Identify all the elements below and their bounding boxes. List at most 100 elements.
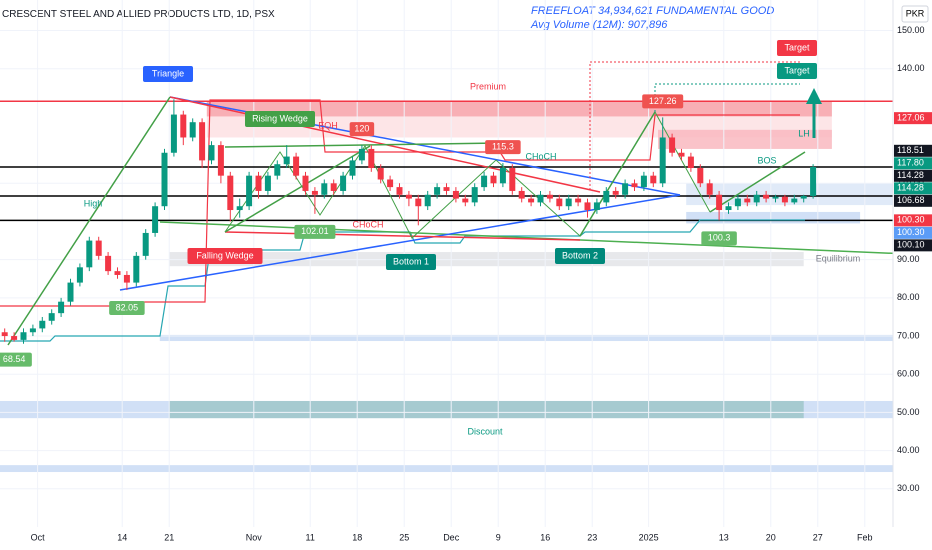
candle-body	[556, 198, 563, 207]
price-label: 100.10	[897, 240, 925, 250]
price-label: 117.80	[897, 158, 924, 168]
triangle-lower	[119, 194, 681, 291]
candle-body	[528, 198, 535, 203]
price-label-box	[894, 194, 932, 207]
axis-layer: 150.00140.00110.0090.0080.0070.0060.0050…	[31, 25, 932, 542]
pivot-label: 127.26	[649, 96, 677, 106]
candle-body	[744, 198, 751, 203]
annotation: Premium	[470, 81, 506, 91]
annotation: Equilibrium	[816, 253, 861, 263]
candle-body	[67, 282, 74, 302]
price-label: 114.28	[897, 183, 924, 193]
candle-body	[424, 194, 431, 207]
pivot-box	[485, 140, 521, 155]
x-tick-label: Dec	[443, 532, 460, 542]
x-tick-label: 2025	[639, 532, 659, 542]
green-trend-3	[224, 142, 501, 148]
candle-body	[11, 336, 18, 340]
candle-body	[377, 168, 384, 180]
pattern-box	[386, 254, 436, 270]
pivot-label: 82.05	[116, 302, 139, 312]
candle-body	[105, 255, 112, 272]
candle-body	[791, 198, 798, 203]
pattern-label: Target	[784, 42, 810, 52]
pattern-box	[555, 248, 605, 264]
pattern-label: Bottom 2	[562, 250, 598, 260]
x-tick-label: 14	[117, 532, 127, 542]
candle-body	[481, 175, 488, 188]
y-tick-label: 90.00	[897, 254, 920, 264]
candle-body	[706, 183, 713, 195]
red-trend-2	[224, 231, 581, 241]
pivot-box	[642, 94, 684, 109]
candle-body	[697, 168, 704, 184]
candle-body	[810, 166, 817, 196]
candle-body	[48, 313, 55, 321]
y-tick-label: 40.00	[897, 445, 920, 455]
foreground-layer: 68.54 82.05 102.01 100.3 120 115.3 127.26 Trian…	[0, 40, 860, 436]
y-tick-label: 50.00	[897, 407, 920, 417]
price-axis	[893, 0, 932, 550]
candle-body	[189, 122, 196, 138]
candle-body	[20, 332, 27, 340]
pattern-box	[143, 66, 193, 82]
candle-body	[86, 240, 93, 268]
candle-body	[678, 152, 685, 157]
y-tick-label: 150.00	[897, 25, 925, 35]
pivot-box	[701, 231, 737, 246]
volume-info: Avg Volume (12M): 907,896	[531, 19, 668, 31]
candle-body	[509, 168, 516, 191]
zone	[658, 129, 832, 149]
candle-body	[330, 183, 337, 191]
candle-body	[387, 179, 394, 188]
pivot-label: 120	[354, 123, 369, 133]
zone	[169, 252, 804, 267]
candle-body	[471, 187, 478, 203]
candle-body	[603, 190, 610, 203]
candle-body	[236, 206, 243, 211]
candle-body	[58, 301, 65, 314]
zone	[169, 400, 804, 419]
candle-body	[725, 206, 732, 211]
candle-body	[716, 194, 723, 211]
candle-body	[584, 202, 591, 211]
candle-body	[274, 164, 281, 176]
y-tick-label: 70.00	[897, 330, 920, 340]
pattern-label: Falling Wedge	[196, 250, 253, 260]
candle-body	[349, 160, 356, 176]
y-tick-label: 80.00	[897, 292, 920, 302]
y-tick-label: 140.00	[897, 63, 925, 73]
x-tick-label: Nov	[246, 532, 263, 542]
annotation: EQH	[318, 120, 338, 130]
candle-body	[452, 190, 459, 199]
zone	[686, 211, 861, 224]
candle-body	[499, 168, 506, 184]
price-label-box	[894, 144, 932, 157]
candle-body	[753, 194, 760, 203]
currency-box	[901, 5, 929, 23]
candle-body	[293, 156, 300, 176]
x-tick-label: 11	[306, 532, 315, 542]
zone	[159, 334, 894, 342]
candle-body	[462, 198, 469, 203]
candle-body	[95, 240, 102, 256]
candle-body	[1, 332, 8, 337]
candle-body	[302, 175, 309, 191]
pattern-box	[245, 111, 315, 127]
candle-body	[208, 145, 215, 161]
candle-body	[800, 195, 807, 199]
pattern-label: Target	[784, 65, 810, 75]
currency: PKR	[906, 8, 925, 18]
y-tick-label: 30.00	[897, 483, 920, 493]
candle-body	[734, 198, 741, 207]
price-label-box	[894, 239, 932, 252]
candle-body	[161, 152, 168, 207]
candle-body	[76, 267, 83, 283]
candle-body	[358, 148, 365, 161]
green-trend	[7, 96, 171, 346]
x-tick-label: 13	[719, 532, 729, 542]
price-label-box	[894, 214, 932, 227]
candle-body	[612, 190, 619, 195]
candle-body	[537, 194, 544, 203]
candle-body	[405, 194, 412, 199]
